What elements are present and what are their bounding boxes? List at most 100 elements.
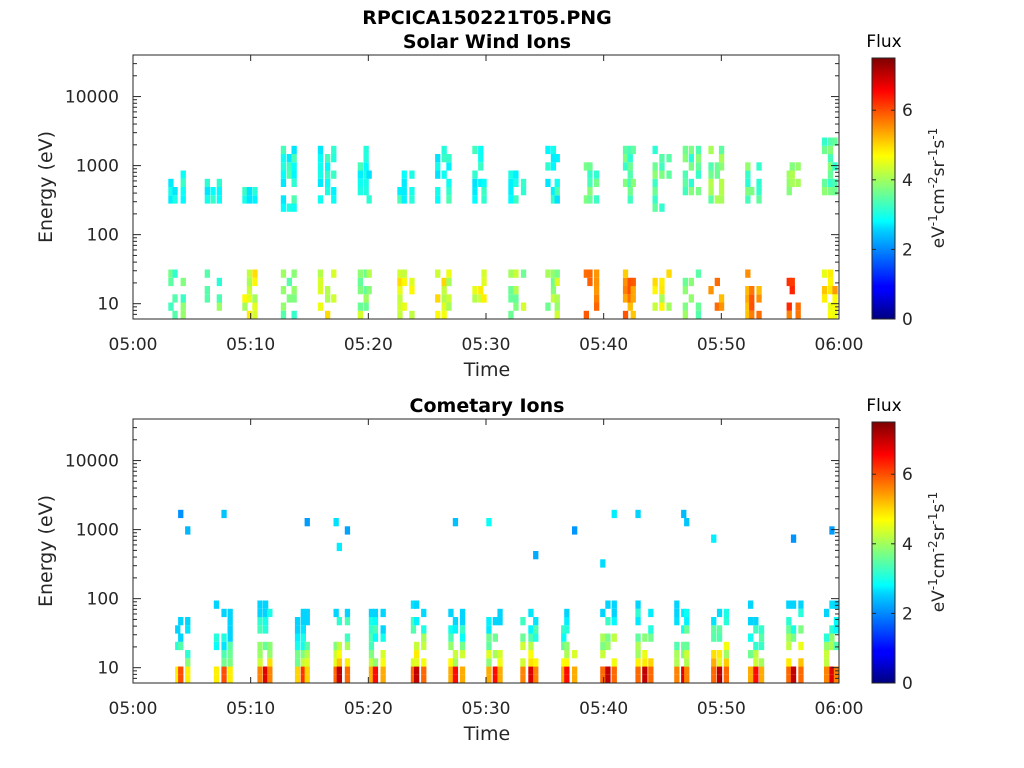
flux-cell [756,178,762,187]
flux-cell [221,641,227,651]
flux-cell [827,137,834,146]
flux-cell [481,178,487,187]
flux-cell [204,269,210,278]
flux-cell [611,600,617,609]
flux-cell [478,294,484,303]
colorbar-tick-label: 0 [902,310,913,330]
flux-cell [300,658,306,667]
flux-cell [648,666,654,675]
flux-cell [748,633,754,642]
flux-cell [708,170,714,179]
flux-cell [666,170,672,179]
flux-cell [635,666,641,675]
flux-cell [317,302,324,311]
flux-cell [344,617,351,626]
flux-cell [291,145,297,155]
flux-cell [486,674,492,684]
flux-cell [333,641,339,651]
flux-cell [688,178,694,187]
colorbar-unit-label: eV-1cm-2sr-1s-1 [926,492,949,613]
flux-cell [695,187,702,196]
flux-cell [682,145,688,155]
flux-cell [213,600,220,609]
flux-cell [753,641,759,651]
flux-cell [716,633,723,642]
flux-cell [180,178,186,187]
flux-cell [758,674,765,684]
flux-cell [221,674,227,684]
flux-cell [317,170,324,179]
flux-cell [227,641,233,651]
flux-cell [497,617,503,626]
flux-cell [300,641,306,651]
flux-cell [550,286,557,295]
flux-cell [594,195,600,204]
flux-cell [627,187,633,196]
flux-cell [291,203,297,212]
flux-cell [824,633,830,642]
flux-cell [286,154,292,163]
flux-cell [446,195,452,204]
flux-cell [380,633,386,642]
flux-cell [564,617,570,626]
flux-cell [821,178,828,187]
flux-cell [267,650,273,659]
flux-cell [291,286,297,295]
flux-cell [554,178,560,187]
flux-cell [550,145,557,155]
flux-cell [336,658,342,667]
flux-cell [435,294,441,303]
flux-cell [280,310,287,320]
flux-cell [216,302,222,311]
flux-cell [435,154,441,163]
flux-cell [252,310,258,320]
flux-cell [594,294,600,303]
flux-cell [366,269,372,278]
panel-title: Cometary Ions [410,395,565,417]
flux-cell [674,650,680,659]
flux-cell [294,625,301,634]
flux-cell [286,277,292,287]
flux-cell [300,633,306,642]
flux-cell [648,633,654,642]
colorbar-tick-label: 2 [902,240,913,260]
colorbar-top: Flux 0 2 4 6 eV-1cm-2sr-1s-1 [866,32,949,330]
flux-cell [753,625,759,634]
flux-cell [659,286,665,295]
flux-cell [267,666,273,675]
flux-cell [798,641,804,651]
flux-cell [401,302,407,311]
flux-cell [605,633,611,642]
flux-cell [611,633,617,642]
flux-cell [528,666,534,675]
flux-cell [363,294,369,303]
flux-cell [213,633,220,642]
flux-cell [372,674,379,684]
flux-cell [435,187,441,196]
flux-cell [832,137,838,146]
flux-cell [554,195,560,204]
flux-cell [175,674,181,684]
flux-cell [716,666,723,675]
x-tick-label: 05:10 [226,335,275,355]
flux-cell [789,178,795,187]
flux-cell [325,154,331,163]
x-tick-label: 05:40 [579,699,628,719]
flux-cell [635,608,641,618]
flux-cell [508,294,514,303]
flux-cell [246,286,253,295]
flux-cell [397,286,403,295]
flux-cell [478,162,484,171]
flux-cell [564,666,570,675]
flux-cell [642,666,648,675]
flux-cell [688,154,694,163]
flux-cell [492,666,498,675]
flux-cell [533,551,539,560]
flux-cell [317,145,324,155]
flux-cell [446,162,452,171]
flux-cell [421,674,427,684]
flux-cell [459,617,466,626]
flux-cell [723,674,729,684]
flux-cell [317,178,324,187]
flux-cell [684,608,690,618]
